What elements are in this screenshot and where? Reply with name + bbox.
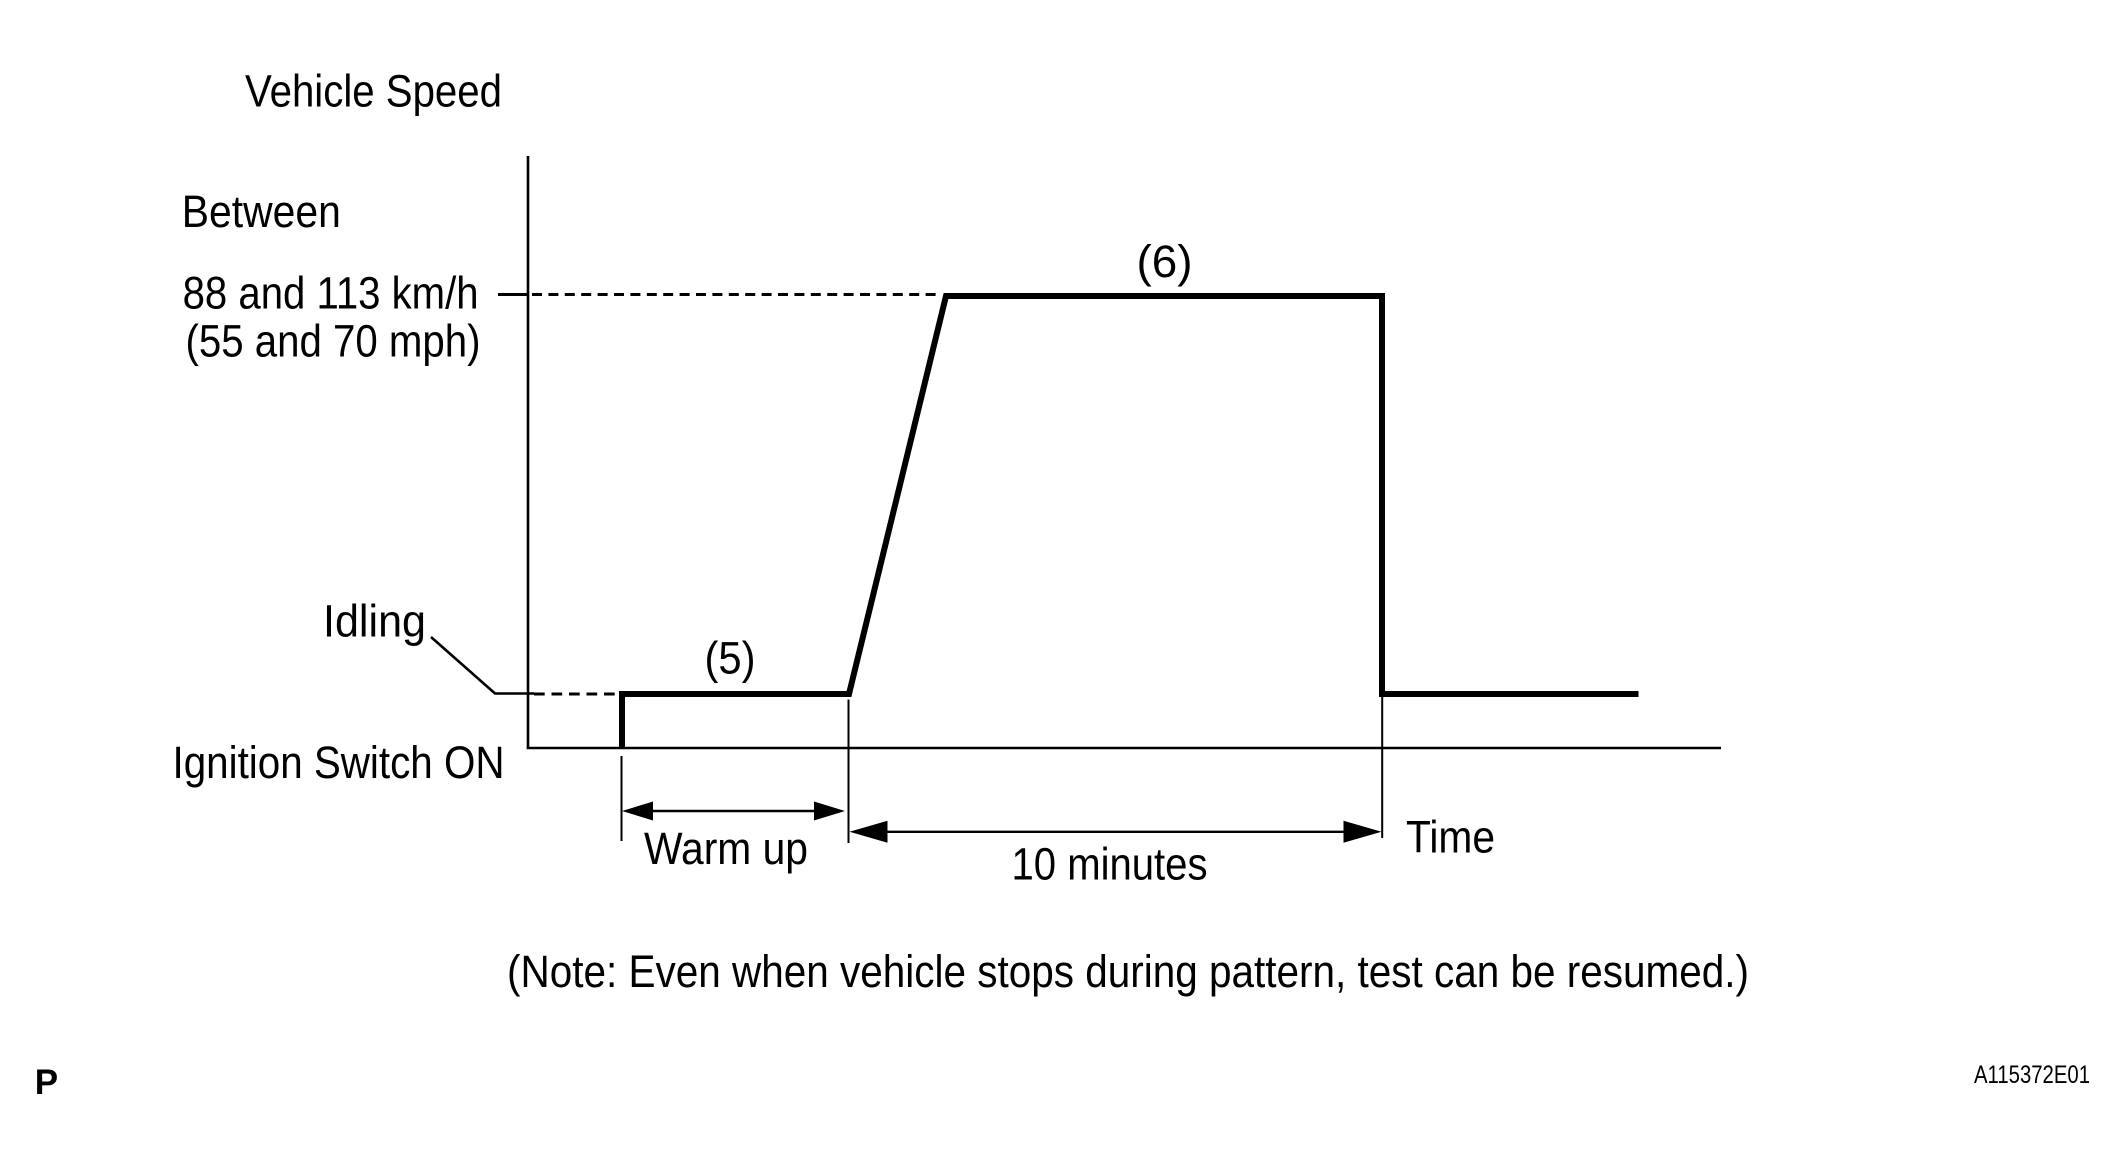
svg-text:Warm up: Warm up [644, 823, 808, 874]
svg-text:(5): (5) [705, 633, 756, 684]
svg-text:88 and 113 km/h: 88 and 113 km/h [183, 268, 479, 319]
svg-text:(Note: Even when vehicle stops: (Note: Even when vehicle stops during pa… [507, 946, 1749, 997]
svg-text:Time: Time [1406, 812, 1495, 863]
svg-text:Idling: Idling [323, 596, 426, 647]
svg-text:P: P [35, 1063, 58, 1102]
svg-text:Vehicle Speed: Vehicle Speed [245, 66, 502, 117]
svg-text:10 minutes: 10 minutes [1012, 839, 1208, 890]
svg-text:A115372E01: A115372E01 [1974, 1061, 2090, 1089]
svg-text:(6): (6) [1137, 236, 1193, 287]
svg-text:Ignition Switch ON: Ignition Switch ON [173, 737, 505, 788]
svg-text:(55 and 70 mph): (55 and 70 mph) [186, 316, 481, 367]
svg-text:Between: Between [182, 186, 341, 237]
